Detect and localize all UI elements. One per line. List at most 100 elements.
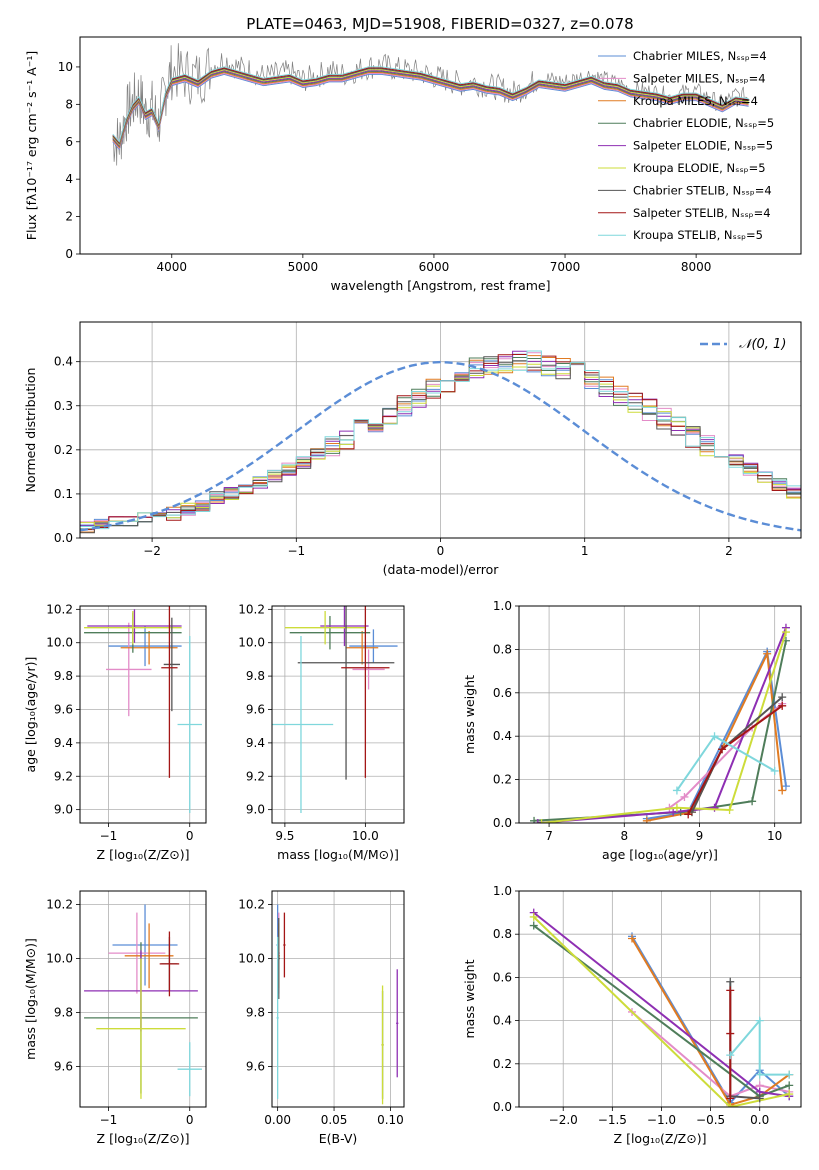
weight-marker (778, 693, 787, 702)
y-tick-label: 9.6 (246, 1060, 265, 1074)
y-axis-label: mass [log₁₀(M/M⊙)] (23, 938, 38, 1060)
weight-marker (710, 803, 719, 812)
y-tick-label: 9.2 (54, 769, 73, 783)
x-tick-label: 5000 (288, 260, 319, 274)
y-tick-label: 9.8 (246, 669, 265, 683)
model-line (112, 66, 749, 143)
weight-marker (785, 1090, 794, 1099)
x-axis-label: wavelength [Angstrom, rest frame] (330, 278, 550, 293)
y-tick-label: 9.0 (246, 803, 265, 817)
y-tick-label: 1.0 (493, 599, 512, 613)
axes-frame (79, 605, 207, 824)
legend-label: Chabrier MILES, Nₛₛₚ=4 (633, 49, 767, 63)
errorbar-point (112, 904, 178, 986)
weight-line (631, 935, 790, 1105)
x-tick-label: 0 (186, 829, 194, 843)
legend-label: Kroupa STELIB, Nₛₛₚ=5 (633, 228, 763, 242)
y-tick-label: 0.0 (493, 816, 512, 830)
legend-label: 𝒩(0, 1) (739, 337, 786, 352)
weight-line (533, 916, 790, 1107)
x-tick-label: 0.00 (264, 1113, 291, 1127)
x-tick-label: 4000 (156, 260, 187, 274)
legend-label: Salpeter STELIB, Nₛₛₚ=4 (633, 206, 771, 220)
x-axis-label: mass [log₁₀(M/M⊙)] (277, 847, 399, 862)
spectrum-plot (112, 43, 749, 166)
weight-marker (529, 912, 538, 921)
weight-marker (725, 805, 734, 814)
weight-marker (680, 792, 689, 801)
y-tick-label: 0.1 (54, 487, 73, 501)
errorbar-point (346, 631, 379, 665)
y-tick-label: 10.0 (46, 636, 73, 650)
weight-marker (770, 766, 779, 775)
weight-marker (726, 1094, 735, 1103)
y-tick-label: 10.0 (238, 636, 265, 650)
weight-marker (642, 816, 651, 823)
x-tick-label: 0 (437, 544, 445, 558)
y-tick-label: 10.2 (46, 602, 73, 616)
histogram-step (80, 350, 801, 527)
x-tick-label: −1.5 (598, 1113, 627, 1127)
x-tick-label: −2 (143, 544, 161, 558)
x-tick-label: −0.5 (696, 1113, 725, 1127)
errorbar-point (289, 616, 371, 650)
weight-line (646, 650, 784, 822)
y-tick-label: 2 (65, 210, 73, 224)
legend-label: Chabrier ELODIE, Nₛₛₚ=5 (633, 116, 774, 130)
errorbar-point (163, 617, 180, 712)
age_vs_mass-axes: 9.5 10.0 9.0 9.2 9.4 9.6 9.8 10.0 10.2 mass [log₁… (238, 602, 405, 862)
weight-marker (785, 1070, 794, 1079)
mass_vs_Z-axes: −1 0 9.6 9.8 10.0 10.2 Z [log₁₀(Z/Z⊙)] mass [lo… (23, 890, 207, 1146)
weight-marker (781, 782, 790, 791)
axes-frame (518, 890, 802, 1108)
errorbar-point (84, 611, 182, 645)
legend-label: Kroupa ELODIE, Nₛₛₚ=5 (633, 161, 766, 175)
x-axis-label: Z [log₁₀(Z/Z⊙)] (97, 847, 190, 862)
mass_vs_ebv-plot (276, 904, 399, 1105)
y-tick-label: 0.4 (493, 729, 512, 743)
y-tick-label: 9.0 (54, 803, 73, 817)
figure-title: PLATE=0463, MJD=51908, FIBERID=0327, z=0… (246, 15, 633, 33)
y-tick-label: 10.0 (46, 952, 73, 966)
y-tick-label: 6 (65, 135, 73, 149)
y-tick-label: 10.2 (238, 898, 265, 912)
axes-frame (271, 890, 405, 1108)
x-axis-label: age [log₁₀(age/yr)] (602, 847, 718, 862)
errorbar-point (320, 606, 369, 647)
spectrum-axes: 4000 5000 6000 7000 8000 0 2 4 6 8 10 wavelength [A… (24, 36, 802, 293)
weight-marker (529, 921, 538, 930)
weight-marker (748, 797, 757, 806)
x-tick-label: 8 (620, 829, 628, 843)
weight-marker (718, 745, 727, 754)
weight_vs_age-axes: 7 8 9 10 0.0 0.2 0.4 0.6 0.8 1.0 age [log₁₀(age/yr… (462, 599, 802, 862)
weight-marker (530, 816, 539, 823)
x-tick-label: 7 (545, 829, 553, 843)
errorbar-point (297, 606, 395, 780)
residuals-axes: −2 −1 0 1 2 0.0 0.1 0.2 0.3 0.4 (data-model)/error… (23, 321, 802, 577)
y-tick-label: 0.8 (493, 642, 512, 656)
weight-marker (755, 1070, 764, 1079)
x-tick-label: 0 (186, 1113, 194, 1127)
y-tick-label: 10 (58, 60, 73, 74)
weight-marker (537, 819, 546, 823)
y-tick-label: 4 (65, 172, 73, 186)
y-tick-label: 0.0 (54, 531, 73, 545)
weight-marker (672, 786, 681, 795)
x-tick-label: 0.05 (321, 1113, 348, 1127)
weight_vs_Z-axes: −2.0 −1.5 −1.0 −0.5 0.0 0.0 0.2 0.4 0.6 0.8 1.0 Z [… (462, 884, 802, 1146)
y-tick-label: 0.0 (493, 1100, 512, 1114)
x-tick-label: 8000 (681, 260, 712, 274)
weight-marker (781, 628, 790, 637)
histogram-step (80, 350, 801, 530)
x-tick-label: 2 (725, 544, 733, 558)
x-tick-label: 1 (581, 544, 589, 558)
x-tick-label: −1 (100, 1113, 118, 1127)
residual-legend: 𝒩(0, 1) (700, 337, 786, 352)
y-axis-label: mass weight (462, 959, 477, 1038)
y-tick-label: 0.2 (493, 773, 512, 787)
x-tick-label: −1 (100, 829, 118, 843)
y-tick-label: 9.4 (246, 736, 265, 750)
weight-marker (684, 810, 693, 819)
y-tick-label: 0.8 (493, 927, 512, 941)
